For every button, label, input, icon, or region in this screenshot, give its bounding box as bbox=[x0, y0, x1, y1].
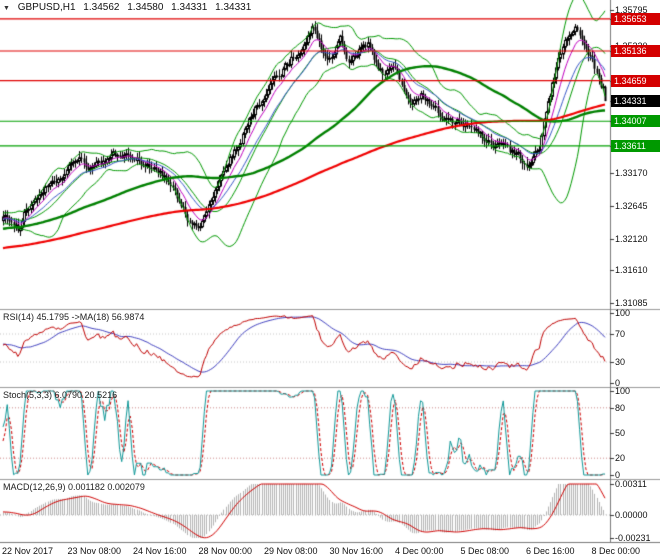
stoch-indicator-label: Stoch(5,3,3) 6.0790 20.5216 bbox=[3, 390, 118, 400]
rsi-scale-tick: 100 bbox=[615, 308, 631, 318]
time-axis-label: 5 Dec 08:00 bbox=[460, 546, 510, 556]
price-tick: 1.35795 bbox=[615, 5, 648, 16]
price-level-tag-support-1: 1.34007 bbox=[611, 115, 660, 128]
macd-scale-tick: 0.00000 bbox=[615, 509, 648, 520]
time-axis-label: 28 Nov 00:00 bbox=[198, 546, 253, 556]
time-axis-label: 30 Nov 16:00 bbox=[329, 546, 384, 556]
rsi-scale-tick: 0 bbox=[615, 378, 621, 388]
rsi-scale-tick: 30 bbox=[615, 357, 626, 367]
stoch-scale-tick: 80 bbox=[615, 402, 626, 413]
time-axis-label: 29 Nov 08:00 bbox=[264, 546, 318, 556]
macd-indicator-label: MACD(12,26,9) 0.001182 0.002079 bbox=[3, 482, 145, 492]
macd-scale-tick: -0.00231 bbox=[615, 533, 651, 543]
ohlc-open: 1.34562 bbox=[83, 2, 120, 13]
time-axis-label: 22 Nov 2017 bbox=[2, 546, 54, 556]
price-tick: 1.31610 bbox=[615, 265, 648, 276]
price-tick: 1.32645 bbox=[615, 200, 648, 211]
time-axis-label: 6 Dec 16:00 bbox=[526, 546, 575, 556]
ohlc-high: 1.34580 bbox=[127, 2, 164, 13]
stoch-scale-tick: 20 bbox=[615, 453, 626, 464]
price-level-tag-resistance-3: 1.34659 bbox=[611, 74, 660, 87]
price-level-tag-resistance-2: 1.35136 bbox=[611, 45, 660, 57]
stoch-scale-tick: 100 bbox=[615, 386, 631, 396]
ohlc-low: 1.34331 bbox=[171, 2, 208, 13]
chart-ohlc-header: ▼ GBPUSD,H1 1.34562 1.34580 1.34331 1.34… bbox=[3, 2, 256, 13]
time-axis-label: 8 Dec 00:00 bbox=[591, 546, 641, 556]
time-axis-label: 23 Nov 08:00 bbox=[67, 546, 122, 556]
rsi-scale-tick: 70 bbox=[615, 329, 626, 339]
ohlc-close: 1.34331 bbox=[215, 2, 252, 13]
time-axis-label: 24 Nov 16:00 bbox=[133, 546, 187, 556]
rsi-indicator-label: RSI(14) 45.1795 ->MA(18) 56.9874 bbox=[3, 312, 145, 322]
price-level-tag-current-price: 1.34331 bbox=[611, 95, 660, 108]
price-level-tag-resistance-1: 1.35653 bbox=[611, 12, 660, 25]
price-tick: 1.31085 bbox=[615, 298, 648, 309]
price-tick: 1.32120 bbox=[615, 233, 648, 244]
stoch-scale-tick: 0 bbox=[615, 470, 621, 480]
symbol-timeframe-label: GBPUSD,H1 bbox=[17, 2, 76, 13]
time-axis-label: 4 Dec 00:00 bbox=[395, 546, 444, 556]
price-level-tag-support-2: 1.33611 bbox=[611, 139, 660, 152]
chart-menu-arrow-icon[interactable]: ▼ bbox=[3, 5, 10, 12]
macd-scale-tick: 0.00311 bbox=[615, 479, 647, 489]
stoch-scale-tick: 50 bbox=[615, 428, 626, 438]
price-tick: 1.33170 bbox=[615, 168, 648, 179]
